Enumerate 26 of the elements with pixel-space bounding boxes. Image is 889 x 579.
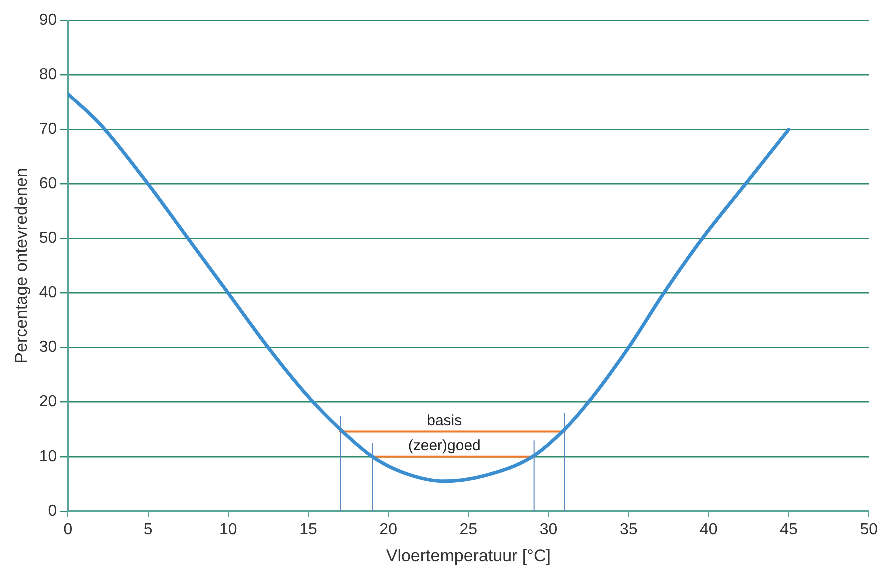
y-tick-label: 60	[39, 176, 58, 193]
x-tick-label: 0	[64, 521, 73, 538]
y-tick-label: 10	[39, 448, 58, 466]
x-tick-label: 50	[860, 521, 878, 538]
x-tick-label: 30	[540, 521, 558, 538]
y-tick-label: 50	[39, 230, 58, 248]
x-tick-label: 10	[219, 521, 238, 538]
annotation: (zeer)goed	[408, 438, 481, 455]
x-tick-label: 40	[700, 521, 718, 538]
y-tick-label: 90	[39, 12, 58, 30]
y-tick-label: 30	[39, 339, 58, 356]
line-series	[68, 92, 791, 484]
x-tick-label: 5	[144, 521, 153, 538]
x-axis-title: Vloertemperatuur [°C]	[386, 546, 551, 566]
y-tick-label: 70	[39, 121, 58, 138]
x-tick-label: 45	[780, 521, 798, 538]
annotation: basis	[427, 412, 462, 430]
x-tick-label: 15	[300, 521, 318, 538]
y-tick-label: 40	[39, 284, 58, 302]
y-tick-label: 0	[48, 502, 58, 520]
y-tick-label: 20	[39, 394, 58, 411]
x-tick-label: 20	[380, 521, 398, 538]
y-tick-label: 80	[39, 66, 58, 84]
y-axis-title: Percentage ontevredenen	[12, 168, 31, 364]
x-tick-label: 25	[460, 521, 478, 538]
x-tick-label: 35	[620, 521, 638, 538]
